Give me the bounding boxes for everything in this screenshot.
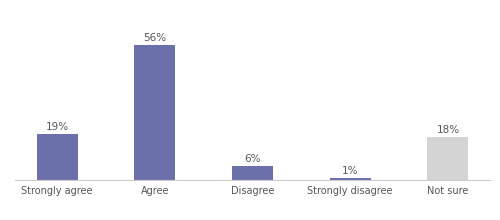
Text: 19%: 19% [46,122,68,132]
Text: 1%: 1% [342,166,358,176]
Bar [36,134,78,180]
Text: 6%: 6% [244,154,261,164]
Text: 18%: 18% [436,125,460,135]
Bar [330,178,370,180]
Bar [134,44,175,180]
Bar [232,166,273,180]
Bar [428,137,469,180]
Text: 56%: 56% [143,33,167,43]
